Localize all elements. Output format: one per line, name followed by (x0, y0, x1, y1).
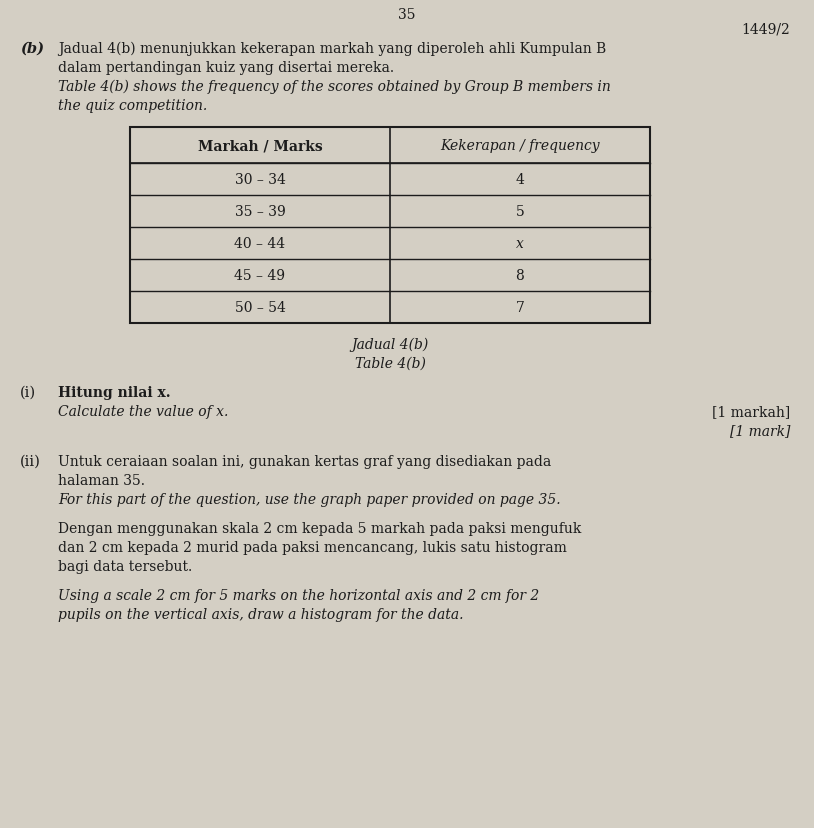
Text: 35: 35 (398, 8, 416, 22)
Text: 4: 4 (515, 173, 524, 187)
Text: [1 markah]: [1 markah] (711, 405, 790, 418)
Text: Using a scale 2 cm for 5 marks on the horizontal axis and 2 cm for 2: Using a scale 2 cm for 5 marks on the ho… (58, 588, 539, 602)
Text: 45 – 49: 45 – 49 (234, 268, 286, 282)
Text: pupils on the vertical axis, draw a histogram for the data.: pupils on the vertical axis, draw a hist… (58, 607, 463, 621)
Text: 35 – 39: 35 – 39 (234, 205, 286, 219)
Text: Jadual 4(b) menunjukkan kekerapan markah yang diperoleh ahli Kumpulan B: Jadual 4(b) menunjukkan kekerapan markah… (58, 42, 606, 56)
Text: (ii): (ii) (20, 455, 41, 469)
Text: 8: 8 (515, 268, 524, 282)
Text: (i): (i) (20, 386, 36, 400)
Text: 5: 5 (515, 205, 524, 219)
Text: 1449/2: 1449/2 (742, 22, 790, 36)
Text: Hitung nilai x.: Hitung nilai x. (58, 386, 171, 400)
Text: 7: 7 (515, 301, 524, 315)
Text: (b): (b) (20, 42, 44, 56)
Text: halaman 35.: halaman 35. (58, 474, 145, 488)
Text: For this part of the question, use the graph paper provided on page 35.: For this part of the question, use the g… (58, 493, 561, 507)
Text: dalam pertandingan kuiz yang disertai mereka.: dalam pertandingan kuiz yang disertai me… (58, 61, 394, 75)
Text: Table 4(b): Table 4(b) (355, 357, 426, 371)
Text: Untuk ceraiaan soalan ini, gunakan kertas graf yang disediakan pada: Untuk ceraiaan soalan ini, gunakan kerta… (58, 455, 551, 469)
Text: x: x (516, 237, 524, 251)
Text: 50 – 54: 50 – 54 (234, 301, 286, 315)
Text: bagi data tersebut.: bagi data tersebut. (58, 560, 192, 573)
Text: Calculate the value of x.: Calculate the value of x. (58, 405, 229, 418)
Text: Markah / Marks: Markah / Marks (198, 139, 322, 153)
Text: Table 4(b) shows the frequency of the scores obtained by Group B members in: Table 4(b) shows the frequency of the sc… (58, 80, 610, 94)
Text: Dengan menggunakan skala 2 cm kepada 5 markah pada paksi mengufuk: Dengan menggunakan skala 2 cm kepada 5 m… (58, 522, 581, 536)
Bar (130, 128, 650, 324)
Text: 30 – 34: 30 – 34 (234, 173, 286, 187)
Text: Kekerapan / frequency: Kekerapan / frequency (440, 139, 600, 153)
Text: Jadual 4(b): Jadual 4(b) (352, 338, 429, 352)
Text: the quiz competition.: the quiz competition. (58, 99, 208, 113)
Text: [1 mark]: [1 mark] (729, 423, 790, 437)
Text: dan 2 cm kepada 2 murid pada paksi mencancang, lukis satu histogram: dan 2 cm kepada 2 murid pada paksi menca… (58, 541, 567, 554)
Text: 40 – 44: 40 – 44 (234, 237, 286, 251)
